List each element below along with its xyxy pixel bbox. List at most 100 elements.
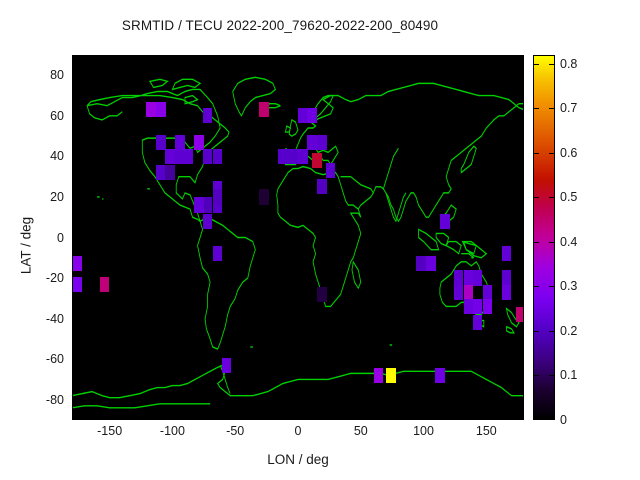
colorbar-tick-mark bbox=[533, 286, 539, 288]
colorbar-gradient bbox=[534, 56, 554, 419]
colorbar-tick-label: 0.3 bbox=[560, 279, 578, 294]
heatmap-cell bbox=[373, 367, 384, 383]
heatmap-cell bbox=[435, 367, 445, 383]
colorbar-tick-mark bbox=[533, 197, 539, 199]
heatmap-cell bbox=[288, 148, 298, 164]
x-tick-label: -100 bbox=[159, 424, 185, 438]
heatmap-cell bbox=[472, 270, 483, 286]
heatmap-cell bbox=[212, 246, 223, 262]
chart-title: SRMTID / TECU 2022-200_79620-2022-200_80… bbox=[121, 18, 439, 33]
heatmap-cell bbox=[259, 189, 269, 205]
colorbar-tick-label: 0.7 bbox=[560, 101, 578, 116]
heatmap-cell bbox=[307, 134, 317, 150]
x-tick-label: 100 bbox=[413, 424, 434, 438]
heatmap-cell bbox=[312, 152, 322, 169]
y-tick-label: 60 bbox=[50, 108, 64, 123]
heatmap-cell bbox=[464, 270, 474, 286]
colorbar-tick-label: 0.8 bbox=[560, 56, 578, 71]
heatmap-cell bbox=[202, 148, 213, 164]
heatmap-cell bbox=[175, 134, 185, 150]
colorbar bbox=[533, 55, 555, 420]
heatmap-cell bbox=[307, 108, 317, 124]
colorbar-tick-label: 0.1 bbox=[560, 368, 578, 383]
colorbar-tick-label: 0.4 bbox=[560, 234, 578, 249]
heatmap-cell bbox=[212, 148, 223, 164]
heatmap-cell bbox=[156, 165, 166, 181]
colorbar-tick-label: 0 bbox=[560, 413, 567, 427]
heatmap-cell bbox=[202, 213, 213, 229]
y-axis-title: LAT / deg bbox=[18, 216, 34, 275]
y-tick-label: 40 bbox=[50, 149, 64, 164]
x-tick-label: -50 bbox=[226, 424, 245, 438]
heatmap-cell bbox=[482, 298, 493, 315]
y-tick-label: 80 bbox=[50, 68, 64, 83]
heatmap-cell bbox=[156, 102, 166, 118]
heatmap-cell bbox=[317, 286, 327, 302]
heatmap-cell bbox=[259, 102, 269, 118]
heatmap-cell bbox=[440, 213, 450, 229]
heatmap-cell bbox=[472, 298, 483, 315]
heatmap-cell bbox=[464, 298, 474, 315]
x-axis-title: LON / deg bbox=[267, 452, 329, 467]
heatmap-cells bbox=[72, 55, 524, 420]
heatmap-cell bbox=[212, 181, 223, 197]
heatmap-cell bbox=[501, 246, 512, 262]
x-tick-label: -150 bbox=[97, 424, 123, 438]
x-tick-label: 0 bbox=[294, 424, 302, 438]
colorbar-tick-mark bbox=[533, 63, 539, 65]
y-tick-label: -80 bbox=[45, 392, 64, 407]
colorbar-tick-label: 0.2 bbox=[560, 323, 578, 338]
colorbar-tick-mark bbox=[533, 330, 539, 332]
heatmap-cell bbox=[317, 134, 327, 150]
colorbar-tick-mark bbox=[549, 108, 555, 110]
heatmap-cell bbox=[72, 256, 82, 272]
heatmap-cell bbox=[515, 306, 524, 323]
colorbar-tick-mark bbox=[549, 63, 555, 65]
colorbar-tick-mark bbox=[533, 108, 539, 110]
heatmap-cell bbox=[317, 179, 327, 195]
colorbar-tick-mark bbox=[549, 152, 555, 154]
heatmap-cell bbox=[202, 108, 213, 124]
y-tick-label: -40 bbox=[45, 311, 64, 326]
heatmap-cell bbox=[194, 134, 204, 150]
heatmap-cell bbox=[184, 148, 194, 164]
heatmap-plot-area bbox=[72, 55, 524, 420]
colorbar-tick-mark bbox=[549, 375, 555, 377]
colorbar-tick-mark bbox=[549, 197, 555, 199]
x-tick-label: 50 bbox=[353, 424, 368, 438]
heatmap-cell bbox=[454, 284, 464, 300]
colorbar-tick-mark bbox=[549, 286, 555, 288]
heatmap-cell bbox=[325, 162, 336, 179]
colorbar-tick-mark bbox=[549, 330, 555, 332]
heatmap-cell bbox=[175, 148, 185, 164]
heatmap-cell bbox=[146, 102, 156, 118]
heatmap-cell bbox=[194, 197, 204, 213]
y-tick-label: -20 bbox=[45, 271, 64, 286]
heatmap-cell bbox=[212, 189, 223, 205]
heatmap-cell bbox=[416, 256, 426, 272]
heatmap-cell bbox=[426, 256, 436, 272]
x-tick-label: 150 bbox=[475, 424, 497, 438]
heatmap-cell bbox=[72, 276, 82, 292]
colorbar-tick-mark bbox=[533, 241, 539, 243]
heatmap-cell bbox=[165, 165, 175, 181]
colorbar-tick-mark bbox=[533, 152, 539, 154]
heatmap-cell bbox=[386, 367, 396, 383]
heatmap-cell bbox=[202, 197, 213, 213]
heatmap-cell bbox=[464, 284, 474, 300]
heatmap-cell bbox=[156, 134, 166, 150]
heatmap-cell bbox=[501, 284, 512, 300]
heatmap-cell bbox=[278, 148, 288, 164]
heatmap-cell bbox=[482, 284, 493, 300]
heatmap-cell bbox=[298, 108, 308, 124]
colorbar-tick-label: 0.5 bbox=[560, 190, 578, 205]
colorbar-tick-label: 0.6 bbox=[560, 145, 578, 160]
heatmap-cell bbox=[99, 276, 110, 292]
y-tick-label: 20 bbox=[50, 189, 64, 204]
heatmap-cell bbox=[454, 270, 464, 286]
y-tick-label: -60 bbox=[45, 352, 64, 367]
heatmap-cell bbox=[298, 148, 308, 164]
y-tick-label: 0 bbox=[57, 230, 64, 245]
heatmap-cell bbox=[221, 357, 232, 373]
